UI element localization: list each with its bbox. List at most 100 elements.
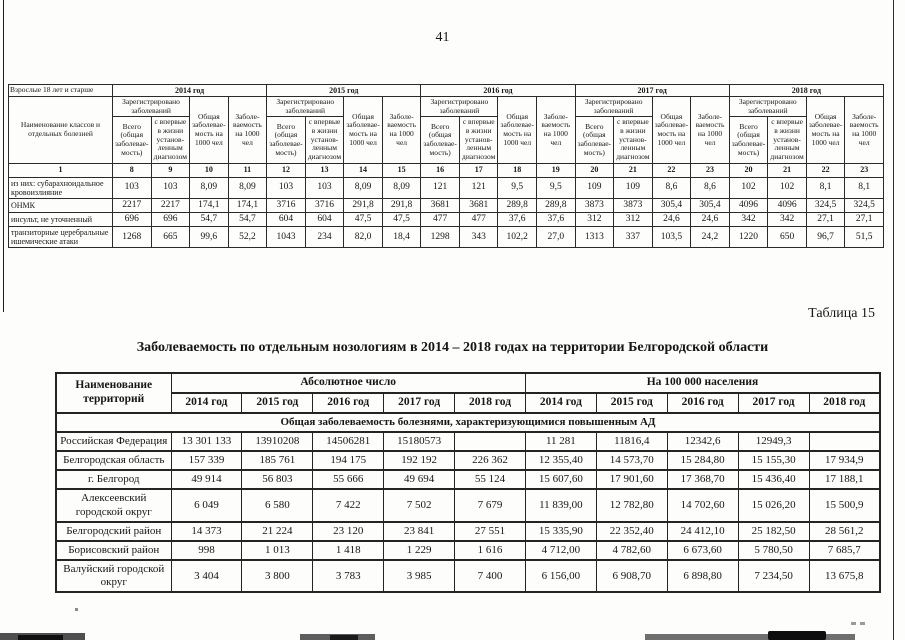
data-cell: 1298 [420, 225, 460, 249]
data-cell: 7 422 [312, 488, 385, 523]
data-cell: 6 156,00 [524, 559, 597, 594]
scan-speck [860, 622, 865, 625]
first-diag-2017-header: с впервые в жизни установ­ленным диагноз… [613, 116, 653, 164]
data-cell: 8,09 [343, 176, 383, 199]
data-cell: 103 [304, 176, 345, 199]
page-edge-line-right [893, 0, 894, 640]
row-label: из них: субарахноидальное кровоизлияние [8, 176, 113, 199]
data-cell: 102 [728, 176, 769, 199]
overall-rate-2017-header: Общая заболевае­мость на 1000 чел [651, 96, 692, 164]
column-number-cell: 13 [304, 162, 345, 178]
data-cell: 27 551 [454, 520, 526, 542]
data-cell: 103,5 [651, 225, 692, 249]
data-cell: 4 712,00 [524, 539, 597, 562]
row-label: ОНМК [8, 197, 113, 213]
abs-year-2018: 2018 год [454, 391, 526, 414]
rate-year-2016: 2016 год [666, 391, 739, 414]
column-number-cell: 23 [690, 162, 730, 178]
row-label: Алексеевский городской округ [55, 488, 172, 523]
data-cell: 96,7 [805, 225, 846, 249]
overall-rate-2016-header: Общая заболевае­мость на 1000 чел [497, 96, 538, 164]
row-label: Белгородский район [55, 520, 172, 542]
data-cell: 102 [767, 176, 807, 199]
row-label: Российская Федерация [55, 430, 172, 452]
data-cell: 4096 [767, 197, 807, 213]
data-cell: 15 607,60 [524, 469, 597, 491]
data-cell: 3716 [304, 197, 345, 213]
data-cell: 47,5 [381, 211, 422, 227]
column-number-cell: 1 [8, 162, 113, 178]
data-cell: 312 [574, 211, 615, 227]
data-cell: 3681 [458, 197, 499, 213]
data-cell: 17 934,9 [808, 449, 881, 472]
data-cell: 3 800 [241, 559, 314, 594]
data-cell: 37,6 [497, 211, 538, 227]
data-cell: 14 573,70 [595, 449, 668, 472]
data-cell: 55 124 [454, 469, 526, 491]
rate-2015-header: Заболе­ваемость на 1000 чел [381, 96, 422, 164]
data-cell: 696 [150, 211, 191, 227]
total-2016-header: Всего (общая заболевае­мость) [420, 116, 460, 164]
column-number-cell: 22 [805, 162, 846, 178]
year-2015-header: 2015 год [266, 83, 422, 98]
column-number-cell: 9 [150, 162, 191, 178]
column-number-cell: 20 [728, 162, 769, 178]
data-cell [454, 430, 526, 452]
data-cell: 324,5 [805, 197, 846, 213]
data-cell: 337 [613, 225, 653, 249]
column-number-cell: 21 [767, 162, 807, 178]
total-2014-header: Всего (общая заболевае­мость) [112, 116, 152, 164]
registered-header-row: Наименование классов и отдельных болезне… [8, 96, 884, 164]
data-cell: 27,0 [536, 225, 576, 249]
data-cell: 27,1 [844, 211, 884, 227]
data-cell: 23 120 [312, 520, 385, 542]
registered-2016-header: Зарегистрировано заболеваний [420, 96, 499, 118]
data-cell: 27,1 [805, 211, 846, 227]
data-cell: 13 675,8 [808, 559, 881, 594]
data-cell: 23 841 [383, 520, 456, 542]
registered-2015-header: Зарегистрировано заболеваний [266, 96, 345, 118]
territory-morbidity-table: Наименование территорий Абсолютное число… [55, 372, 881, 594]
data-cell: 226 362 [454, 449, 526, 472]
scan-artifact-bar [18, 635, 63, 640]
data-cell: 51,5 [844, 225, 884, 249]
data-cell: 192 192 [383, 449, 456, 472]
data-cell: 604 [304, 211, 345, 227]
data-cell: 99,6 [189, 225, 229, 249]
data-cell: 121 [458, 176, 499, 199]
column-number-cell: 16 [420, 162, 460, 178]
column-number-cell: 20 [574, 162, 615, 178]
table-row: Белгородская область 157 339 185 761 194 17… [55, 449, 881, 472]
data-cell: 305,4 [690, 197, 730, 213]
rate-2016-header: Заболе­ваемость на 1000 чел [536, 96, 576, 164]
data-cell: 14 373 [170, 520, 243, 542]
data-cell: 8,1 [805, 176, 846, 199]
total-2015-header: Всего (общая заболевае­мость) [266, 116, 306, 164]
data-cell: 6 898,80 [666, 559, 739, 594]
row-label: Борисовский район [55, 539, 172, 562]
territory-table-header: Наименование территорий Абсолютное число… [55, 372, 881, 433]
data-cell: 234 [304, 225, 345, 249]
data-cell: 28 561,2 [808, 520, 881, 542]
data-cell: 342 [728, 211, 769, 227]
table-row: Российская Федерация 13 301 133 13910208 14… [55, 430, 881, 452]
column-number-cell: 18 [497, 162, 538, 178]
data-cell: 998 [170, 539, 243, 562]
row-label: инсульт, не уточненный [8, 211, 113, 227]
data-cell: 1 013 [241, 539, 314, 562]
data-cell: 15 026,20 [737, 488, 810, 523]
table-row: Алексеевский городской округ 6 049 6 580 7 … [55, 488, 881, 523]
scan-speck [851, 622, 856, 625]
data-cell: 3 985 [383, 559, 456, 594]
data-cell: 25 182,50 [737, 520, 810, 542]
data-cell: 7 234,50 [737, 559, 810, 594]
table-row: транзиторные церебральные ишемические ат… [8, 225, 884, 249]
data-cell: 24,2 [690, 225, 730, 249]
data-cell: 174,1 [189, 197, 229, 213]
data-cell: 342 [767, 211, 807, 227]
rate-2017-header: Заболе­ваемость на 1000 чел [690, 96, 730, 164]
data-cell: 1 616 [454, 539, 526, 562]
rate-2018-header: Заболе­ваемость на 1000 чел [844, 96, 884, 164]
data-cell: 2217 [112, 197, 152, 213]
registered-2018-header: Зарегистрировано заболеваний [728, 96, 807, 118]
